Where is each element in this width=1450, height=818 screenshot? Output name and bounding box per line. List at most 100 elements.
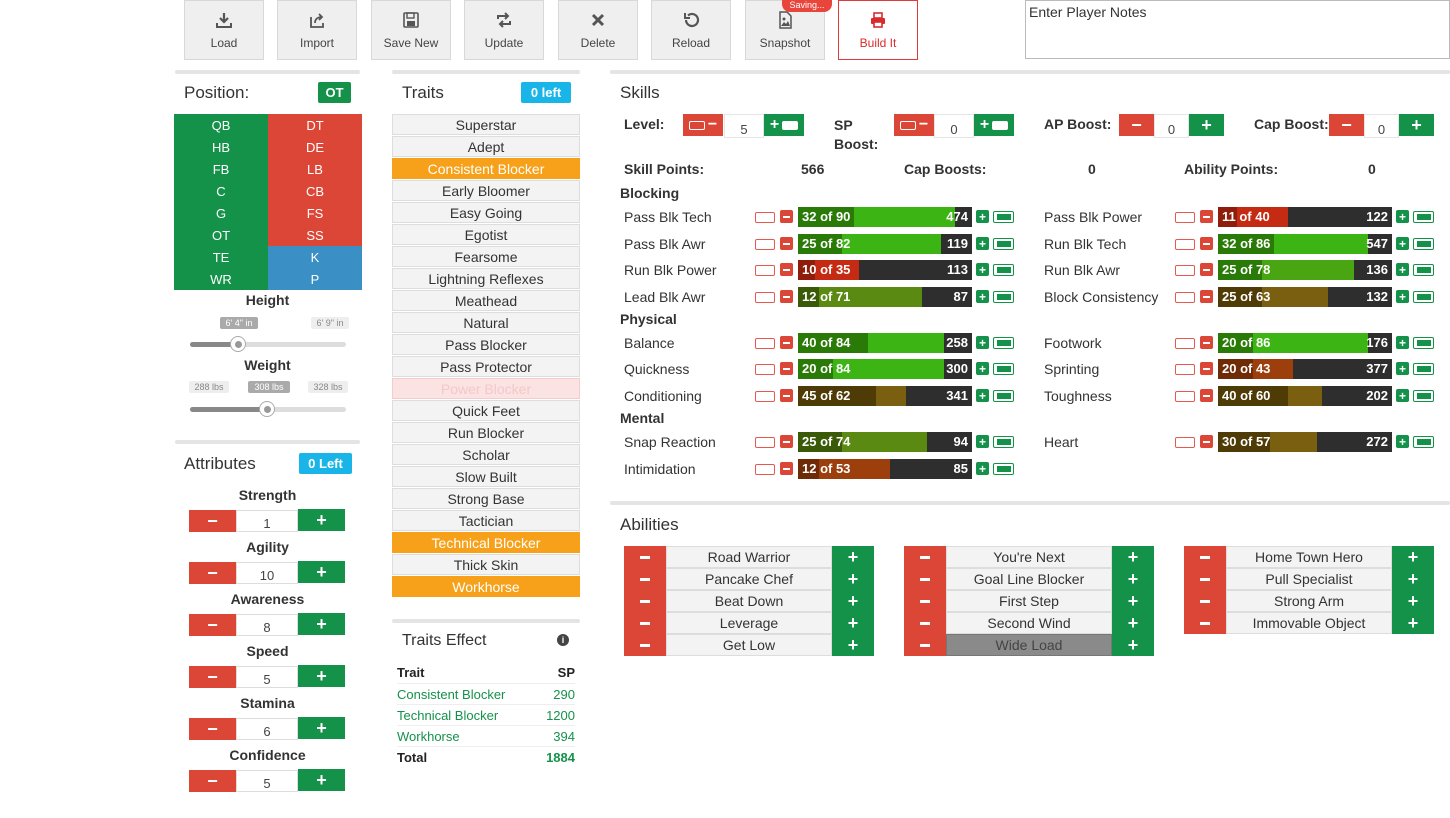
position-ss[interactable]: SS [268, 224, 362, 246]
skill-min-button[interactable] [1175, 239, 1195, 250]
trait-scholar[interactable]: Scholar [392, 444, 580, 465]
ability-pancake-chef[interactable]: Pancake Chef [666, 568, 832, 590]
skill-increase-button[interactable]: + [976, 263, 989, 276]
skill-max-button[interactable] [1413, 238, 1434, 250]
skill-max-button[interactable] [993, 390, 1014, 402]
position-qb[interactable]: QB [174, 114, 268, 136]
ability-pull-specialist[interactable]: Pull Specialist [1226, 568, 1392, 590]
trait-consistent-blocker[interactable]: Consistent Blocker [392, 158, 580, 179]
skill-max-button[interactable] [993, 337, 1014, 349]
ap-boost-decrease-button[interactable]: − [1119, 114, 1154, 136]
skill-decrease-button[interactable] [1200, 336, 1213, 349]
toolbar-button-import[interactable]: Import [277, 0, 357, 60]
position-de[interactable]: DE [268, 136, 362, 158]
skill-increase-button[interactable]: + [976, 362, 989, 375]
ability-remove-button[interactable] [624, 568, 666, 590]
trait-easy-going[interactable]: Easy Going [392, 202, 580, 223]
skill-max-button[interactable] [1413, 211, 1434, 223]
ap-boost-value[interactable]: 0 [1154, 114, 1189, 138]
skill-increase-button[interactable]: + [1396, 362, 1409, 375]
skill-decrease-button[interactable] [1200, 237, 1213, 250]
trait-technical-blocker[interactable]: Technical Blocker [392, 532, 580, 553]
skill-max-button[interactable] [993, 363, 1014, 375]
skill-max-button[interactable] [1413, 291, 1434, 303]
skill-decrease-button[interactable] [1200, 210, 1213, 223]
ability-add-button[interactable]: + [1392, 546, 1434, 568]
skill-decrease-button[interactable] [780, 210, 793, 223]
height-slider[interactable] [190, 342, 346, 347]
ability-remove-button[interactable] [1184, 590, 1226, 612]
ability-remove-button[interactable] [624, 634, 666, 656]
skill-min-button[interactable] [1175, 265, 1195, 276]
ability-first-step[interactable]: First Step [946, 590, 1112, 612]
ability-goal-line-blocker[interactable]: Goal Line Blocker [946, 568, 1112, 590]
attribute-decrease-button[interactable]: − [189, 770, 236, 792]
skill-max-button[interactable] [1413, 363, 1434, 375]
trait-pass-blocker[interactable]: Pass Blocker [392, 334, 580, 355]
skill-min-button[interactable] [1175, 437, 1195, 448]
toolbar-button-load[interactable]: Load [184, 0, 264, 60]
skill-increase-button[interactable]: + [1396, 290, 1409, 303]
ability-strong-arm[interactable]: Strong Arm [1226, 590, 1392, 612]
attribute-increase-button[interactable]: + [298, 509, 345, 531]
position-wr[interactable]: WR [174, 268, 268, 290]
skill-min-button[interactable] [1175, 292, 1195, 303]
cap-boost-value[interactable]: 0 [1364, 114, 1399, 138]
trait-meathead[interactable]: Meathead [392, 290, 580, 311]
ability-get-low[interactable]: Get Low [666, 634, 832, 656]
ability-remove-button[interactable] [1184, 612, 1226, 634]
skill-min-button[interactable] [755, 364, 775, 375]
attribute-decrease-button[interactable]: − [189, 666, 236, 688]
position-p[interactable]: P [268, 268, 362, 290]
skill-decrease-button[interactable] [780, 362, 793, 375]
trait-strong-base[interactable]: Strong Base [392, 488, 580, 509]
attribute-decrease-button[interactable]: − [189, 562, 236, 584]
skill-increase-button[interactable]: + [976, 237, 989, 250]
skill-max-button[interactable] [993, 238, 1014, 250]
trait-natural[interactable]: Natural [392, 312, 580, 333]
skill-min-button[interactable] [755, 464, 775, 475]
skill-decrease-button[interactable] [780, 237, 793, 250]
ability-second-wind[interactable]: Second Wind [946, 612, 1112, 634]
trait-tactician[interactable]: Tactician [392, 510, 580, 531]
attribute-value-strength[interactable]: 1 [236, 510, 298, 532]
ability-leverage[interactable]: Leverage [666, 612, 832, 634]
ability-add-button[interactable]: + [832, 612, 874, 634]
trait-workhorse[interactable]: Workhorse [392, 576, 580, 597]
position-te[interactable]: TE [174, 246, 268, 268]
skill-min-button[interactable] [1175, 391, 1195, 402]
toolbar-button-build-it[interactable]: Build It [838, 0, 918, 60]
skill-decrease-button[interactable] [780, 462, 793, 475]
position-cb[interactable]: CB [268, 180, 362, 202]
toolbar-button-delete[interactable]: Delete [558, 0, 638, 60]
level-increase-max-button[interactable]: + [764, 114, 804, 136]
skill-increase-button[interactable]: + [976, 336, 989, 349]
attribute-value-awareness[interactable]: 8 [236, 614, 298, 636]
skill-increase-button[interactable]: + [976, 389, 989, 402]
ability-add-button[interactable]: + [832, 546, 874, 568]
skill-max-button[interactable] [1413, 264, 1434, 276]
skill-increase-button[interactable]: + [976, 462, 989, 475]
position-ot[interactable]: OT [174, 224, 268, 246]
ability-immovable-object[interactable]: Immovable Object [1226, 612, 1392, 634]
ability-wide-load[interactable]: Wide Load [946, 634, 1112, 656]
attribute-value-agility[interactable]: 10 [236, 562, 298, 584]
attribute-decrease-button[interactable]: − [189, 718, 236, 740]
ability-remove-button[interactable] [1184, 546, 1226, 568]
skill-increase-button[interactable]: + [1396, 389, 1409, 402]
ability-add-button[interactable]: + [1112, 612, 1154, 634]
ability-remove-button[interactable] [624, 546, 666, 568]
skill-decrease-button[interactable] [780, 435, 793, 448]
ability-add-button[interactable]: + [1392, 568, 1434, 590]
info-icon[interactable]: i [557, 634, 569, 646]
trait-adept[interactable]: Adept [392, 136, 580, 157]
skill-min-button[interactable] [755, 212, 775, 223]
skill-decrease-button[interactable] [780, 263, 793, 276]
skill-max-button[interactable] [1413, 436, 1434, 448]
ap-boost-increase-button[interactable]: + [1189, 114, 1224, 136]
skill-min-button[interactable] [755, 338, 775, 349]
ability-add-button[interactable]: + [1392, 612, 1434, 634]
attribute-increase-button[interactable]: + [298, 665, 345, 687]
attribute-increase-button[interactable]: + [298, 769, 345, 791]
ability-remove-button[interactable] [904, 546, 946, 568]
